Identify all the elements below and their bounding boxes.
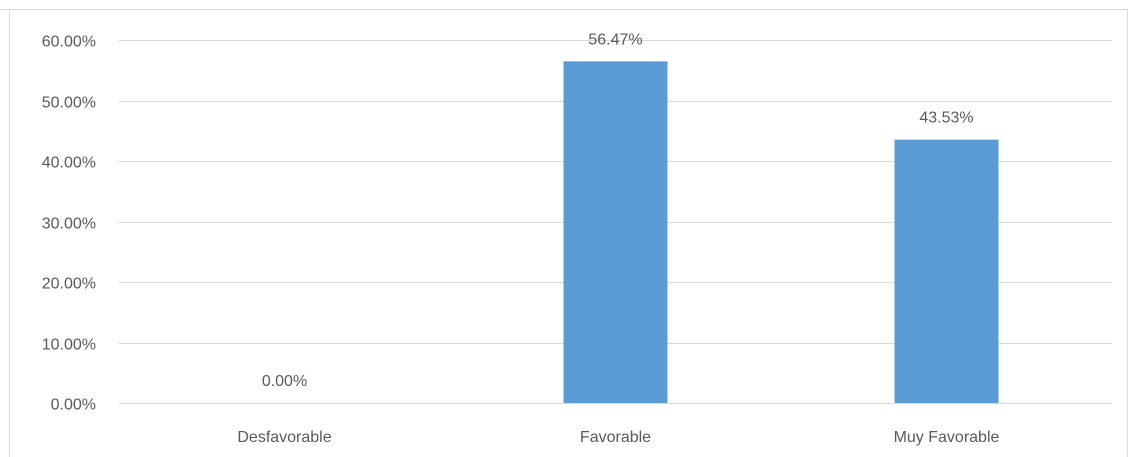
data-label: 43.53% [919, 110, 973, 127]
x-axis-tick-labels: Desfavorable Favorable Muy Favorable [237, 429, 999, 446]
y-tick-label: 0.00% [51, 397, 96, 414]
frame-border-left [9, 9, 10, 457]
bars [563, 61, 999, 403]
y-tick-label: 40.00% [42, 155, 96, 172]
bar [563, 61, 668, 403]
bar [894, 139, 999, 403]
data-label: 56.47% [588, 31, 642, 48]
frame-border-top [0, 9, 1128, 10]
y-tick-label: 20.00% [42, 276, 96, 293]
y-tick-label: 60.00% [42, 34, 96, 51]
x-tick-label: Favorable [580, 429, 651, 446]
data-labels: 0.00% 56.47% 43.53% [262, 31, 974, 390]
y-tick-label: 30.00% [42, 216, 96, 233]
x-tick-label: Desfavorable [237, 429, 331, 446]
frame-border-right [1127, 9, 1128, 457]
y-tick-label: 10.00% [42, 337, 96, 354]
data-label: 0.00% [262, 373, 307, 390]
y-tick-label: 50.00% [42, 95, 96, 112]
x-tick-label: Muy Favorable [894, 429, 1000, 446]
y-axis-tick-labels: 0.00% 10.00% 20.00% 30.00% 40.00% 50.00% 60.00… [42, 34, 96, 414]
